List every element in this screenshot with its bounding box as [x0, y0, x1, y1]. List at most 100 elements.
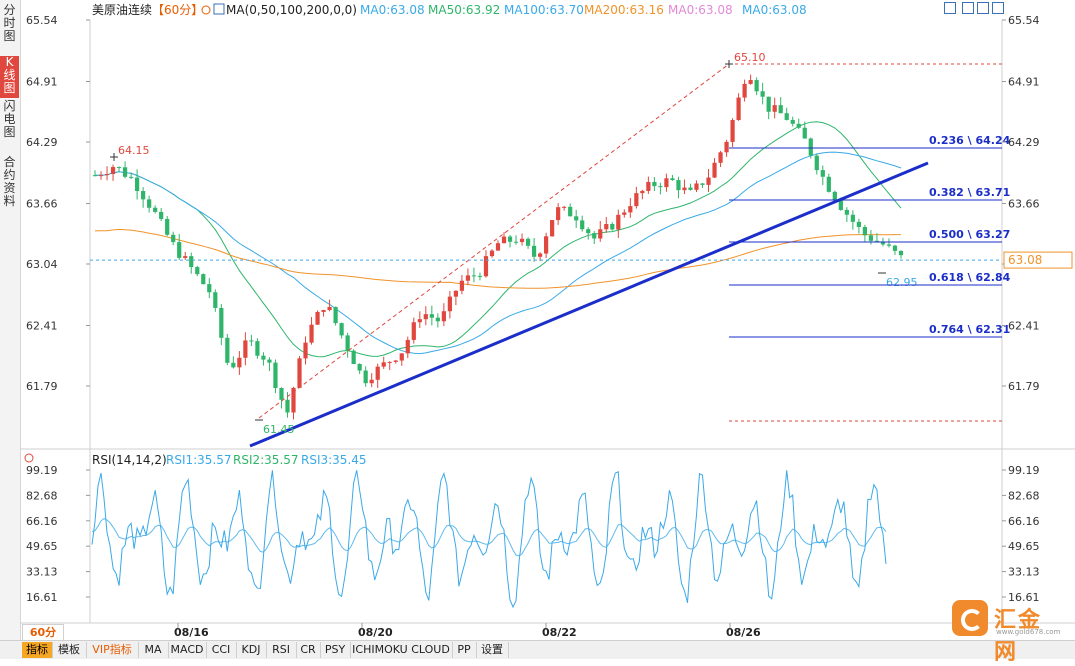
logo-icon	[952, 600, 988, 636]
chart-tab-2[interactable]: 闪电图	[3, 99, 16, 139]
candle-body	[730, 120, 735, 142]
candle-body	[171, 234, 176, 243]
price-chart: 64.15 65.10 61.45 62.95 0.236 \ 64.24 0.382 …	[20, 2, 1075, 639]
price-label-right: 64.29	[1008, 136, 1040, 149]
candle-body	[586, 229, 591, 234]
candle-body	[580, 220, 585, 230]
candle-body	[183, 256, 188, 258]
date-label: 08/20	[358, 626, 393, 639]
candle-body	[381, 362, 386, 367]
candle-body	[880, 241, 886, 245]
indicator-icon	[213, 3, 225, 15]
candle-body	[291, 387, 296, 413]
candle-body	[802, 127, 807, 139]
candle-body	[640, 190, 645, 194]
candle-body	[339, 323, 344, 336]
candle-body	[814, 155, 819, 171]
candle-body	[670, 178, 675, 181]
indicator-tab-4[interactable]: MACD	[168, 642, 207, 658]
candle-body	[261, 355, 266, 360]
chart-tab-1[interactable]: K线图	[0, 56, 19, 98]
date-label: 08/22	[542, 626, 577, 639]
candle-body	[898, 250, 904, 256]
candle-body	[628, 206, 633, 213]
export-icon[interactable]	[977, 2, 989, 14]
ma-value: MA200:63.16	[584, 3, 664, 17]
left-high-label: 64.15	[118, 144, 150, 157]
chart-tab-3[interactable]: 合约资料	[3, 155, 16, 208]
indicator-tabs: 指标 模板 VIP指标 MA MACD CCI KDJ RSI CR PSY ICHIMOKU CL…	[0, 640, 1075, 659]
candle-body	[369, 379, 374, 384]
rsi-label-left: 49.65	[26, 540, 58, 553]
candle-body	[736, 97, 741, 121]
price-label-right: 62.41	[1008, 319, 1040, 332]
fib-label: 0.236 \ 64.24	[929, 134, 1011, 147]
indicator-tab-3[interactable]: MA	[138, 642, 169, 658]
indicator-tab-0[interactable]: 指标	[22, 642, 53, 658]
ma-value: MA50:63.92	[428, 3, 500, 17]
price-label-left: 63.66	[26, 197, 58, 210]
candle-body	[321, 310, 326, 312]
candle-body	[98, 175, 104, 177]
candle-body	[459, 280, 465, 291]
candle-body	[778, 105, 783, 114]
indicator-tab-5[interactable]: CCI	[206, 642, 237, 658]
indicator-tab-1[interactable]: 模板	[52, 642, 87, 658]
symbol-name: 美原油连续	[92, 2, 152, 17]
window-icon[interactable]	[962, 2, 974, 14]
interval-selector[interactable]: 60分	[22, 624, 64, 641]
candle-body	[688, 187, 693, 190]
rsi-label-left: 16.61	[26, 591, 58, 604]
candle-body	[153, 207, 158, 212]
candle-body	[225, 337, 230, 363]
rsi-label-right: 16.61	[1008, 591, 1040, 604]
candle-body	[243, 340, 248, 358]
fullscreen-icon[interactable]	[944, 2, 956, 14]
rsi2-value: RSI2:35.57	[233, 453, 299, 467]
indicator-tab-8[interactable]: CR	[296, 642, 321, 658]
candle-body	[399, 353, 404, 361]
brand-logo: 汇金网 www.gold678.com	[952, 600, 1062, 665]
candle-body	[634, 193, 639, 207]
candle-body	[790, 119, 795, 124]
high-low-diagonal	[258, 63, 730, 419]
chart-tab-0[interactable]: 分时图	[3, 3, 16, 43]
last-low-label: 62.95	[886, 276, 918, 289]
candle-body	[315, 311, 320, 325]
candle-body	[826, 176, 831, 192]
price-label-left: 62.41	[26, 319, 58, 332]
price-label-right: 65.54	[1008, 14, 1040, 27]
candle-body	[766, 96, 771, 112]
date-label: 08/26	[726, 626, 761, 639]
candle-body	[700, 183, 705, 185]
candle-body	[165, 218, 170, 235]
candle-body	[285, 399, 290, 413]
indicator-tab-12[interactable]: 设置	[476, 642, 509, 658]
indicator-tab-2[interactable]: VIP指标	[86, 642, 139, 658]
candle-body	[483, 256, 489, 277]
candle-body	[724, 141, 729, 153]
candle-body	[387, 361, 392, 363]
fib-label: 0.500 \ 63.27	[929, 228, 1010, 241]
candle-body	[92, 175, 98, 177]
rsi-label-right: 49.65	[1008, 540, 1040, 553]
indicator-tab-11[interactable]: PP	[452, 642, 477, 658]
candle-body	[495, 243, 501, 251]
ma-value: MA0:63.08	[742, 3, 807, 17]
candle-body	[471, 275, 477, 277]
rsi-label-right: 33.13	[1008, 566, 1040, 579]
current-price-label: 63.08	[1008, 253, 1042, 267]
candle-body	[417, 319, 422, 323]
indicator-tab-9[interactable]: PSY	[320, 642, 351, 658]
indicator-tab-6[interactable]: KDJ	[236, 642, 267, 658]
candle-body	[333, 306, 338, 324]
candle-body	[507, 236, 513, 242]
candle-body	[676, 180, 681, 191]
price-label-left: 64.29	[26, 136, 58, 149]
candle-body	[207, 284, 212, 293]
candle-body	[213, 292, 218, 308]
indicator-tab-7[interactable]: RSI	[266, 642, 297, 658]
settings-icon[interactable]	[992, 2, 1004, 14]
candle-body	[201, 274, 206, 285]
indicator-tab-10[interactable]: ICHIMOKU CLOUD	[350, 642, 453, 658]
